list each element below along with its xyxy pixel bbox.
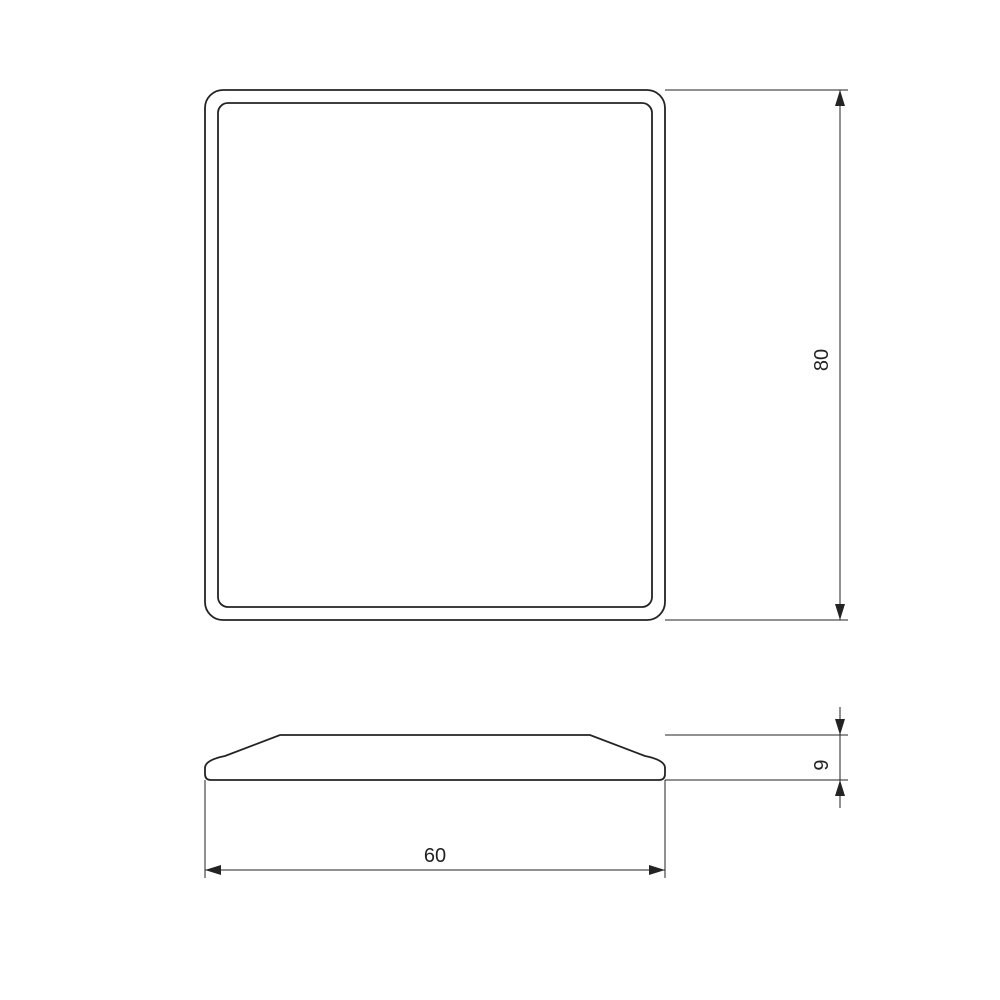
svg-text:9: 9 — [811, 759, 833, 770]
svg-text:80: 80 — [811, 349, 833, 371]
svg-text:60: 60 — [424, 845, 446, 867]
